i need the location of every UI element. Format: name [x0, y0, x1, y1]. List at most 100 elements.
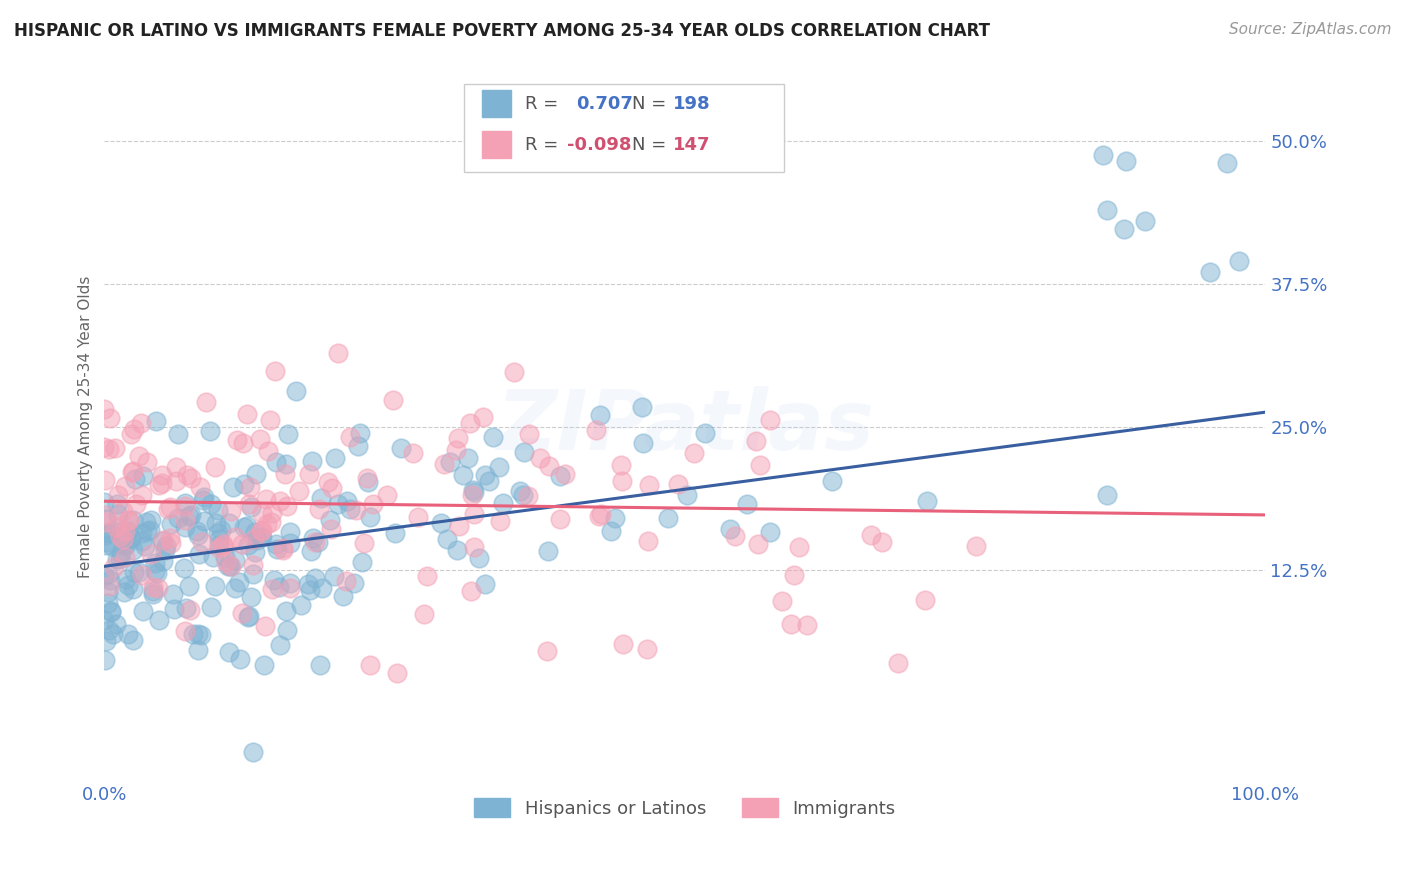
Point — [381, 392, 404, 407]
Point — [219, 504, 242, 518]
Point — [245, 467, 267, 482]
Point — [207, 541, 229, 555]
Point — [239, 590, 262, 604]
Point — [319, 513, 342, 527]
Point — [135, 455, 157, 469]
Point — [218, 516, 240, 531]
Point — [193, 490, 215, 504]
Point — [107, 525, 129, 540]
Point — [278, 581, 301, 595]
Point — [1199, 265, 1222, 279]
Point — [93, 527, 115, 541]
Point — [105, 497, 128, 511]
Point — [150, 476, 173, 491]
Point — [446, 542, 468, 557]
Point — [190, 628, 212, 642]
Point — [100, 524, 122, 539]
Point — [588, 508, 610, 523]
Point — [139, 547, 162, 561]
Point — [186, 524, 208, 539]
Point — [122, 566, 145, 580]
Point — [321, 522, 343, 536]
Point — [211, 539, 233, 553]
Point — [204, 460, 226, 475]
Point — [214, 549, 236, 564]
Point — [208, 532, 231, 546]
Point — [253, 658, 276, 673]
Point — [276, 623, 298, 637]
Point — [97, 567, 120, 582]
Y-axis label: Female Poverty Among 25-34 Year Olds: Female Poverty Among 25-34 Year Olds — [79, 276, 93, 578]
Point — [222, 480, 245, 494]
Point — [243, 525, 266, 540]
Point — [111, 529, 134, 543]
Point — [537, 544, 560, 558]
Point — [122, 582, 145, 596]
Point — [97, 585, 120, 599]
Point — [529, 450, 551, 465]
Point — [131, 488, 153, 502]
Point — [98, 411, 121, 425]
Point — [224, 530, 246, 544]
Point — [108, 552, 131, 566]
Point — [359, 658, 381, 673]
Point — [105, 520, 128, 534]
Point — [512, 488, 534, 502]
Point — [821, 474, 844, 488]
Point — [180, 471, 202, 485]
Point — [297, 577, 319, 591]
Point — [231, 607, 253, 621]
Point — [259, 413, 281, 427]
Point — [267, 580, 290, 594]
Point — [103, 560, 125, 574]
Point — [212, 537, 235, 551]
Point — [148, 478, 170, 492]
Point — [115, 538, 138, 552]
Point — [94, 512, 117, 526]
Point — [117, 513, 139, 527]
Point — [326, 346, 349, 360]
Point — [132, 604, 155, 618]
Point — [468, 550, 491, 565]
Point — [124, 472, 146, 486]
Point — [299, 544, 322, 558]
Point — [142, 587, 165, 601]
Point — [117, 524, 139, 539]
Point — [257, 443, 280, 458]
Point — [155, 539, 177, 553]
Legend: Hispanics or Latinos, Immigrants: Hispanics or Latinos, Immigrants — [467, 791, 903, 825]
Point — [1114, 222, 1136, 236]
Point — [1115, 153, 1137, 168]
Point — [263, 573, 285, 587]
Point — [224, 582, 246, 596]
Point — [98, 579, 121, 593]
Point — [93, 568, 115, 582]
Point — [167, 511, 190, 525]
Point — [134, 539, 156, 553]
Point — [489, 514, 512, 528]
Point — [636, 642, 658, 657]
Point — [228, 575, 250, 590]
Point — [207, 503, 229, 517]
Point — [548, 512, 571, 526]
Point — [238, 609, 260, 624]
Point — [589, 408, 612, 422]
Point — [201, 549, 224, 564]
Point — [271, 543, 294, 558]
Point — [238, 609, 260, 624]
Point — [242, 566, 264, 581]
Point — [120, 531, 142, 545]
Point — [181, 627, 204, 641]
Point — [887, 657, 910, 671]
Point — [357, 475, 380, 489]
Point — [112, 504, 135, 518]
Point — [243, 532, 266, 546]
Point — [488, 459, 510, 474]
Point — [94, 508, 117, 522]
Point — [114, 524, 136, 539]
Point — [474, 467, 496, 482]
Point — [165, 474, 187, 488]
Text: 147: 147 — [673, 136, 711, 153]
Point — [152, 533, 174, 547]
Point — [783, 568, 806, 582]
